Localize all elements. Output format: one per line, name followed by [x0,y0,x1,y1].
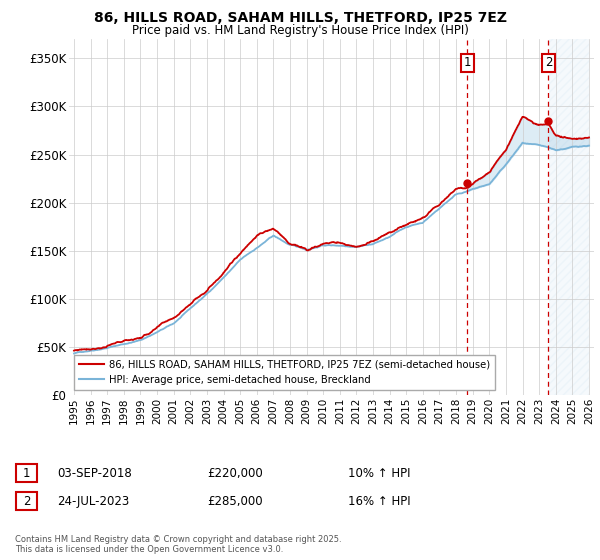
Text: 1: 1 [463,57,471,69]
Text: £220,000: £220,000 [207,466,263,480]
Text: 2: 2 [545,57,552,69]
Text: 24-JUL-2023: 24-JUL-2023 [57,494,129,508]
Text: Contains HM Land Registry data © Crown copyright and database right 2025.
This d: Contains HM Land Registry data © Crown c… [15,535,341,554]
Text: 10% ↑ HPI: 10% ↑ HPI [348,466,410,480]
Text: £285,000: £285,000 [207,494,263,508]
Text: Price paid vs. HM Land Registry's House Price Index (HPI): Price paid vs. HM Land Registry's House … [131,24,469,36]
Text: 2: 2 [23,494,30,508]
Text: 1: 1 [23,466,30,480]
Text: 16% ↑ HPI: 16% ↑ HPI [348,494,410,508]
Text: 86, HILLS ROAD, SAHAM HILLS, THETFORD, IP25 7EZ: 86, HILLS ROAD, SAHAM HILLS, THETFORD, I… [94,11,506,25]
Text: 03-SEP-2018: 03-SEP-2018 [57,466,132,480]
Legend: 86, HILLS ROAD, SAHAM HILLS, THETFORD, IP25 7EZ (semi-detached house), HPI: Aver: 86, HILLS ROAD, SAHAM HILLS, THETFORD, I… [74,355,495,390]
